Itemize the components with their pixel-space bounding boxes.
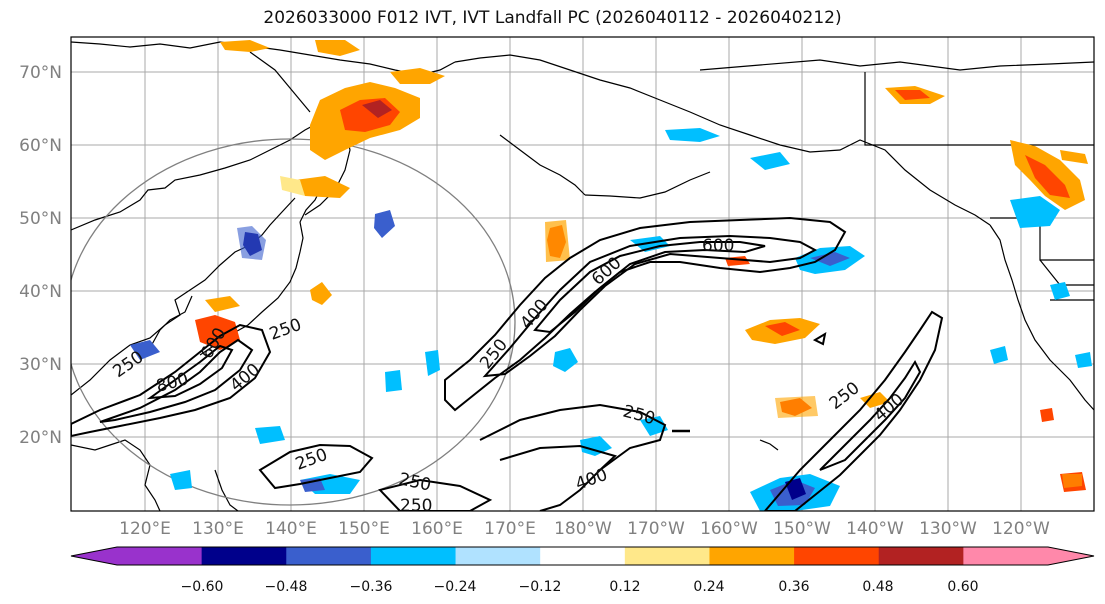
map-title: 2026033000 F012 IVT, IVT Landfall PC (20… bbox=[263, 8, 842, 28]
colorbar-tick-label: −0.24 bbox=[434, 579, 477, 595]
lon-label: 150°W bbox=[773, 519, 831, 539]
lon-label: 170°E bbox=[484, 519, 536, 539]
lon-label: 140°W bbox=[846, 519, 904, 539]
colorbar-segment bbox=[878, 547, 964, 565]
colorbar-segment bbox=[286, 547, 372, 565]
lon-label: 130°E bbox=[192, 519, 244, 539]
lon-label: 130°W bbox=[919, 519, 977, 539]
colorbar-tick-label: −0.60 bbox=[181, 579, 224, 595]
lat-label: 60°N bbox=[19, 136, 62, 156]
colorbar-extend-high bbox=[1047, 547, 1094, 565]
lon-label: 180°W bbox=[554, 519, 612, 539]
lon-label: 120°W bbox=[992, 519, 1050, 539]
colorbar-extend-low bbox=[71, 547, 118, 565]
colorbar-outline bbox=[70, 546, 1095, 566]
colorbar-segment bbox=[624, 547, 710, 565]
colorbar-segment bbox=[794, 547, 880, 565]
lat-label: 40°N bbox=[19, 282, 62, 302]
colorbar-tick-label: 0.12 bbox=[609, 579, 640, 595]
lat-label: 30°N bbox=[19, 355, 62, 375]
longitude-axis: 120°E 130°E 140°E 150°E 160°E 170°E 180°… bbox=[119, 519, 1050, 539]
latitude-axis: 70°N 60°N 50°N 40°N 30°N 20°N bbox=[19, 63, 62, 448]
shaded-pc-field bbox=[130, 40, 1092, 511]
lon-label: 160°E bbox=[411, 519, 463, 539]
colorbar-tick-label: 0.36 bbox=[778, 579, 809, 595]
colorbar-segment bbox=[201, 547, 287, 565]
colorbar bbox=[70, 546, 1095, 566]
colorbar-tick-label: 0.48 bbox=[862, 579, 893, 595]
colorbar-tick-label: 0.60 bbox=[947, 579, 978, 595]
lon-label: 120°E bbox=[119, 519, 171, 539]
colorbar-segment bbox=[455, 547, 541, 565]
colorbar-segment bbox=[117, 547, 203, 565]
contour-label: 250 bbox=[400, 496, 432, 516]
lon-label: 140°E bbox=[265, 519, 317, 539]
lat-label: 70°N bbox=[19, 63, 62, 83]
colorbar-tick-label: −0.48 bbox=[265, 579, 308, 595]
lon-label: 150°E bbox=[338, 519, 390, 539]
colorbar-segment bbox=[540, 547, 626, 565]
contour-label: 600 bbox=[702, 236, 734, 256]
lon-label: 160°W bbox=[700, 519, 758, 539]
lat-label: 20°N bbox=[19, 428, 62, 448]
lat-label: 50°N bbox=[19, 209, 62, 229]
colorbar-tick-label: −0.12 bbox=[519, 579, 562, 595]
colorbar-ticks: −0.60 −0.48 −0.36 −0.24 −0.12 0.12 0.24 … bbox=[181, 579, 979, 595]
colorbar-segment bbox=[709, 547, 795, 565]
lon-label: 170°W bbox=[627, 519, 685, 539]
ivt-contours bbox=[71, 216, 944, 511]
map-frame bbox=[70, 36, 1095, 512]
landfall-region-circle bbox=[71, 138, 516, 506]
colorbar-tick-label: 0.24 bbox=[693, 579, 724, 595]
colorbar-segment bbox=[963, 547, 1049, 565]
colorbar-segment bbox=[370, 547, 457, 565]
colorbar-tick-label: −0.36 bbox=[350, 579, 393, 595]
